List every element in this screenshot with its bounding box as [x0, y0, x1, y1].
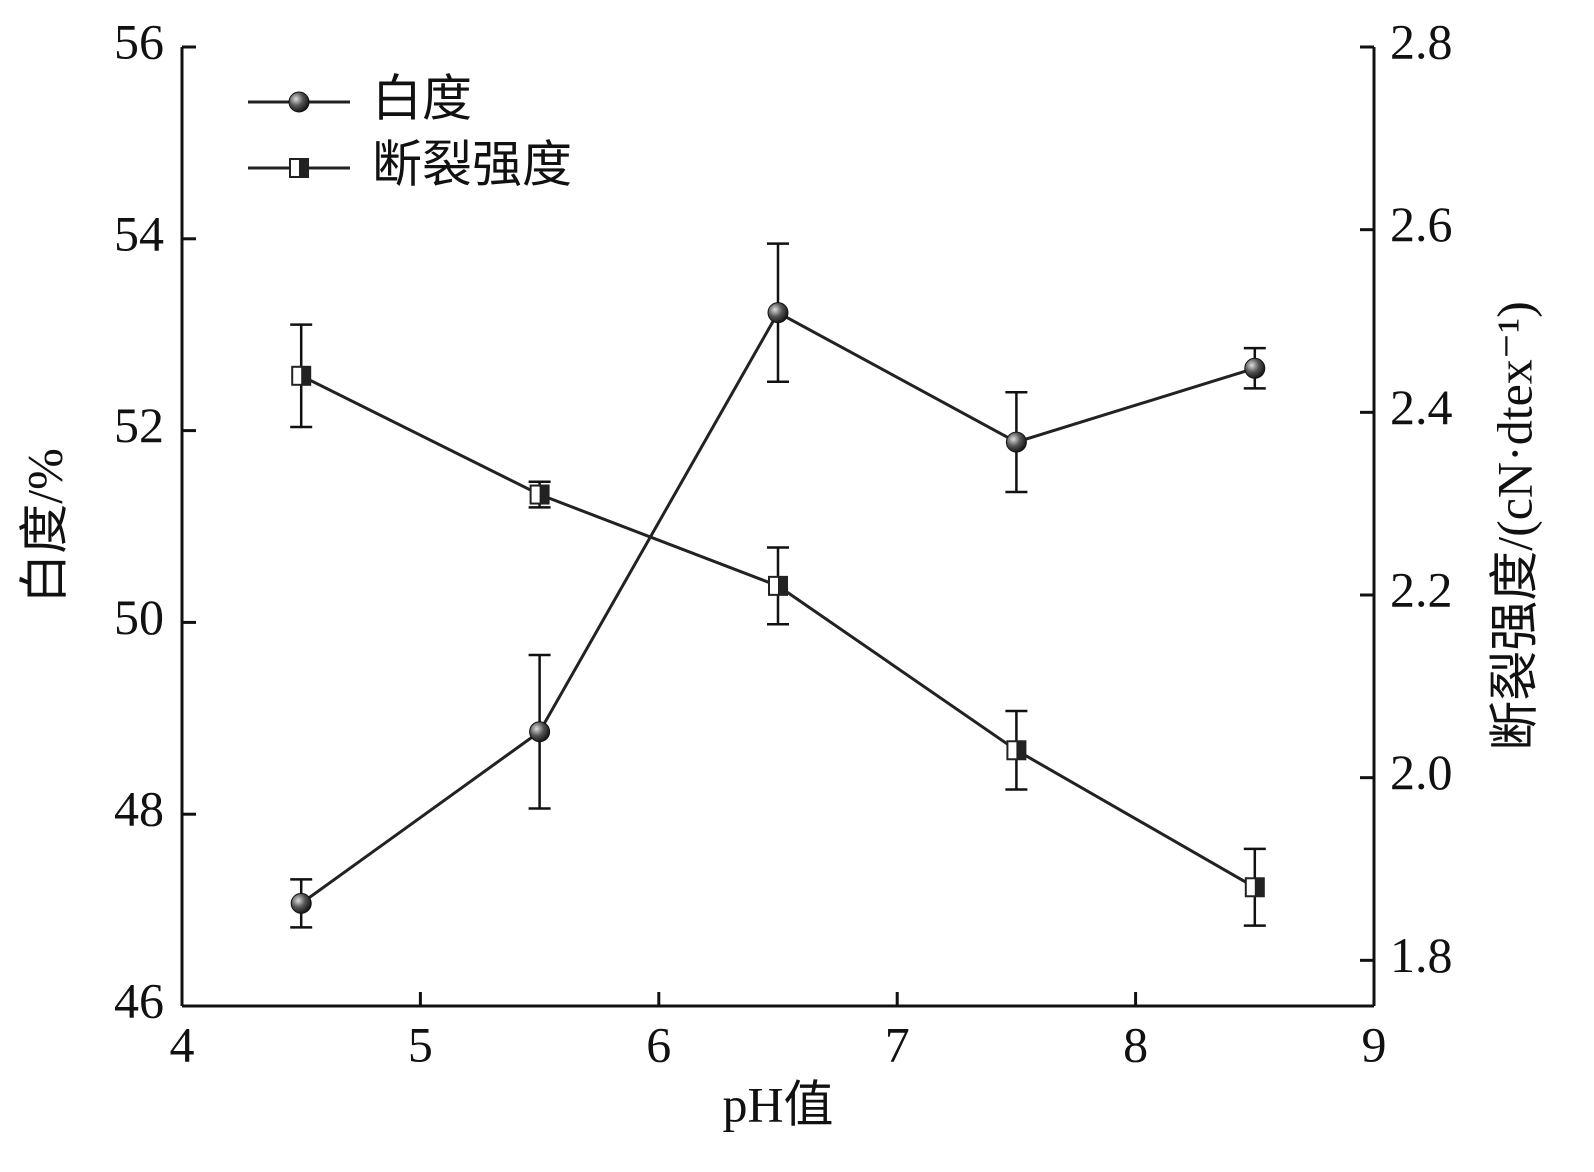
x-tick-label: 7	[885, 1016, 910, 1072]
x-tick-label: 4	[170, 1016, 195, 1072]
y2-tick-label: 2.8	[1390, 13, 1453, 69]
y2-tick-label: 2.0	[1390, 744, 1453, 800]
y-tick-label: 46	[114, 972, 164, 1028]
y-tick-label: 54	[114, 205, 164, 261]
point	[767, 302, 789, 324]
y2-tick-label: 1.8	[1390, 927, 1453, 983]
y-tick-label: 52	[114, 397, 164, 453]
point-half	[539, 485, 549, 504]
legend-label: 断裂强度	[372, 136, 572, 192]
y-axis-label: 白度/%	[16, 448, 72, 604]
point-half	[301, 366, 311, 385]
y-tick-label: 56	[114, 13, 164, 69]
point-half	[1016, 741, 1026, 760]
point	[529, 721, 551, 743]
y2-tick-label: 2.2	[1390, 561, 1453, 617]
y2-axis-label: 断裂强度/(cN·dtex⁻¹)	[1486, 301, 1542, 751]
point	[1005, 431, 1027, 453]
x-tick-label: 9	[1362, 1016, 1387, 1072]
point-half	[1254, 878, 1264, 897]
x-tick-label: 6	[646, 1016, 671, 1072]
x-axis-label: pH值	[722, 1076, 833, 1132]
point	[290, 892, 312, 914]
x-tick-label: 5	[408, 1016, 433, 1072]
point-half	[778, 576, 787, 595]
x-tick-label: 8	[1123, 1016, 1148, 1072]
y-tick-label: 50	[114, 589, 164, 645]
y-tick-label: 48	[114, 781, 164, 837]
legend-marker-half	[299, 159, 308, 177]
series-line	[300, 374, 1256, 889]
legend-marker	[288, 91, 310, 113]
y2-tick-label: 2.4	[1390, 379, 1453, 435]
legend-label: 白度	[372, 70, 472, 126]
point	[1244, 357, 1266, 379]
y2-tick-label: 2.6	[1390, 196, 1453, 252]
